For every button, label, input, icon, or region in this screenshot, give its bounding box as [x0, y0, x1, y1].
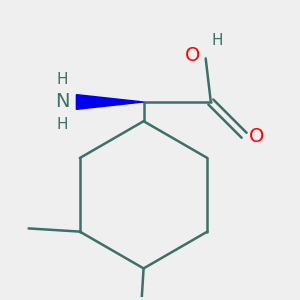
Text: O: O [249, 127, 265, 146]
Text: H: H [57, 117, 68, 132]
Text: H: H [57, 72, 68, 87]
Polygon shape [76, 94, 144, 110]
Text: N: N [55, 92, 70, 112]
Text: O: O [185, 46, 201, 65]
Text: H: H [212, 33, 223, 48]
